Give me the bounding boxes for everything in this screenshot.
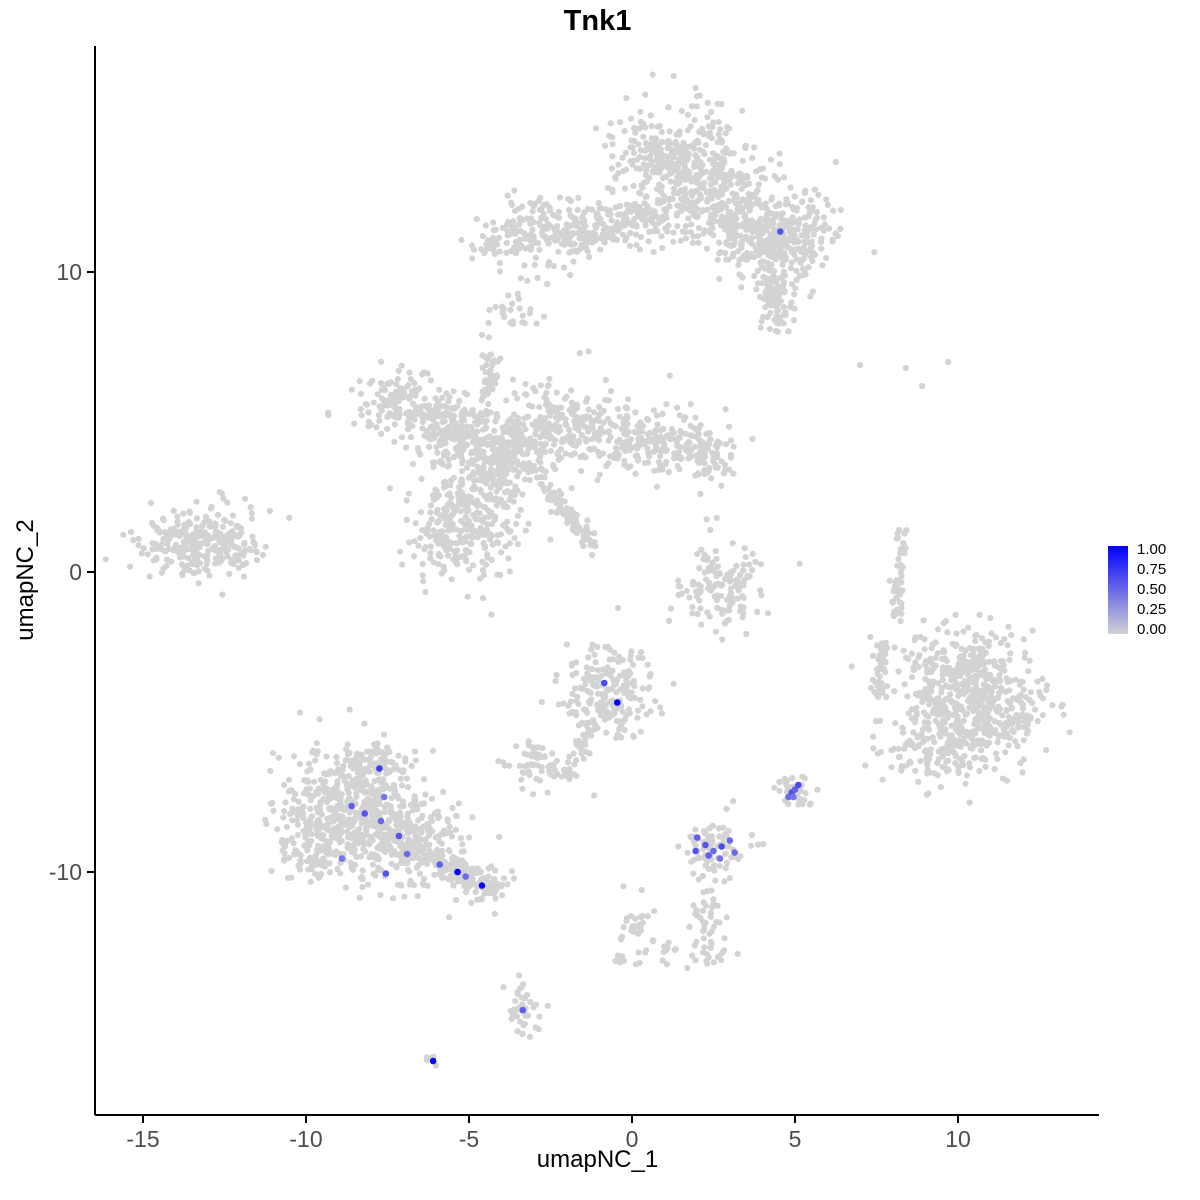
axes-layer: -15 -10 -5 0 5 10 10 0 -10: [49, 46, 1099, 1152]
legend-gradient-bar: [1108, 546, 1128, 634]
x-tick-label: 0: [626, 1126, 639, 1152]
x-tick-label: 5: [789, 1126, 802, 1152]
x-tick-label: -5: [459, 1126, 479, 1152]
plot-title: Tnk1: [563, 5, 632, 37]
expressing-cells-layer: [338, 228, 802, 1065]
y-tick-label: 0: [69, 559, 82, 585]
legend-tick-label: 0.50: [1137, 581, 1167, 598]
legend-tick-label: 0.75: [1137, 561, 1167, 578]
y-axis-title: umapNC_2: [12, 519, 39, 641]
expression-color-legend: 1.00 0.75 0.50 0.25 0.00: [1108, 540, 1200, 650]
x-tick-label: -15: [126, 1126, 159, 1152]
y-tick-label: -10: [49, 859, 82, 885]
legend-tick-label: 0.25: [1137, 601, 1167, 618]
x-tick-label: 10: [945, 1126, 971, 1152]
y-tick-label: 10: [56, 259, 82, 285]
background-cells-layer: [102, 71, 1073, 1069]
x-tick-label: -10: [289, 1126, 322, 1152]
legend-tick-label: 0.00: [1137, 621, 1167, 638]
x-axis-title: umapNC_1: [536, 1146, 659, 1173]
legend-tick-label: 1.00: [1137, 541, 1167, 558]
